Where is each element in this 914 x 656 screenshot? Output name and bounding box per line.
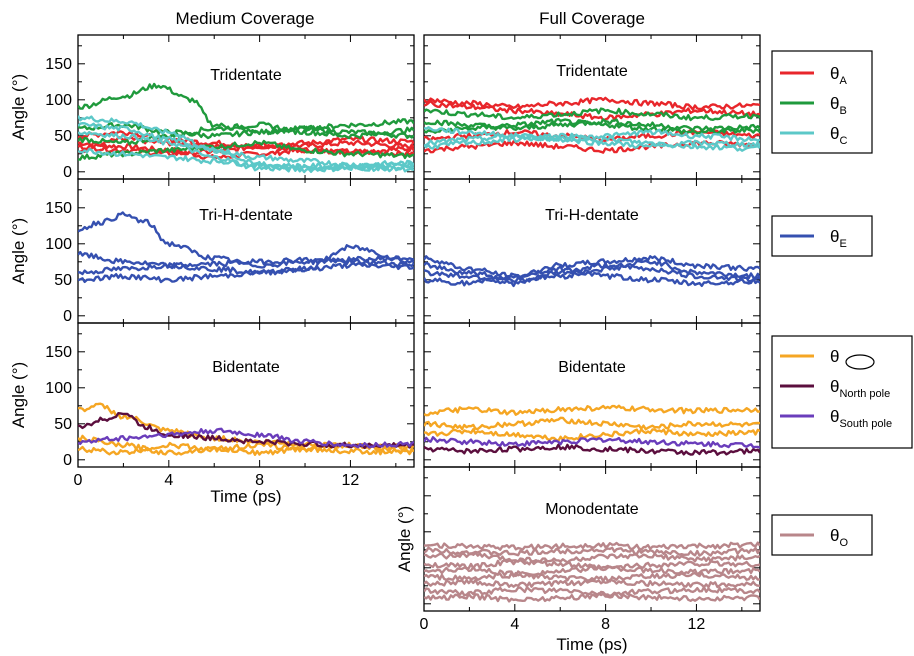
panel-title-med-bi: Bidentate xyxy=(212,359,280,376)
ticks-layer: 0 50 100 150 0 50 100 150 0 50 100 150 0 4 8 12 0 4 8 12 xyxy=(45,35,760,633)
series-line xyxy=(424,546,760,557)
y-tick-label: 100 xyxy=(45,236,72,253)
x-tick-label: 4 xyxy=(164,472,173,489)
series-line xyxy=(78,136,414,157)
y-tick-label: 150 xyxy=(45,344,72,361)
x-tick-label: 4 xyxy=(510,616,519,633)
panel-title-full-mono: Monodentate xyxy=(545,501,639,518)
ylabel-med-tri: Angle (°) xyxy=(9,74,28,140)
y-tick-label: 100 xyxy=(45,380,72,397)
series-line xyxy=(424,436,760,449)
series-line xyxy=(424,571,760,583)
ylabel-med-trih: Angle (°) xyxy=(9,218,28,284)
series-line xyxy=(424,117,760,135)
series-line xyxy=(424,265,760,287)
series-line xyxy=(78,121,414,146)
x-tick-label: 12 xyxy=(688,616,706,633)
series-line xyxy=(424,132,760,152)
legend-bidentate: θ θNorth pole θSouth pole xyxy=(771,335,913,449)
legend-theta-e: θE xyxy=(830,227,847,250)
x-tick-label: 12 xyxy=(342,472,360,489)
series-line xyxy=(78,441,414,456)
series-line xyxy=(78,262,414,276)
series-line xyxy=(78,402,414,450)
legend-tridentate: θA θB θC xyxy=(771,50,873,154)
x-tick-label: 8 xyxy=(601,616,610,633)
legend-theta-b: θB xyxy=(830,94,847,117)
series-line xyxy=(424,541,760,551)
x-tick-label: 0 xyxy=(420,616,429,633)
y-tick-label: 0 xyxy=(63,164,72,181)
series-line xyxy=(424,259,760,283)
series-line xyxy=(424,592,760,603)
series-line xyxy=(424,416,760,431)
series-line xyxy=(424,578,760,589)
panel-title-full-trih: Tri-H-dentate xyxy=(545,207,639,224)
ylabel-med-bi: Angle (°) xyxy=(9,362,28,428)
y-tick-label: 0 xyxy=(63,308,72,325)
series-line xyxy=(424,99,760,122)
panel-title-full-tri: Tridentate xyxy=(556,63,628,80)
legend-theta-a: θA xyxy=(830,64,847,87)
series-line xyxy=(424,262,760,288)
series-line xyxy=(424,133,760,149)
y-tick-label: 0 xyxy=(63,452,72,469)
ylabel-full-mono: Angle (°) xyxy=(395,506,414,572)
legend-trihdentate: θE xyxy=(771,215,873,257)
legend-theta-south: θSouth pole xyxy=(830,407,892,430)
series-line xyxy=(424,565,760,578)
panel-title-med-tri: Tridentate xyxy=(210,67,282,84)
series-line xyxy=(424,551,760,564)
data-layer xyxy=(78,82,760,603)
legend-theta-o: θO xyxy=(830,526,848,549)
panel-title-med-trih: Tri-H-dentate xyxy=(199,207,293,224)
y-tick-label: 150 xyxy=(45,56,72,73)
ellipse-icon xyxy=(845,354,875,370)
series-line xyxy=(78,427,414,449)
y-tick-label: 50 xyxy=(54,272,72,289)
series-line xyxy=(78,244,414,284)
series-line xyxy=(78,147,414,172)
legend-theta-c: θC xyxy=(830,124,847,147)
series-line xyxy=(424,96,760,111)
series-line xyxy=(424,585,760,598)
series-line xyxy=(78,250,414,269)
panel-frame-med-bi xyxy=(77,322,415,468)
panel-frame-full-trih xyxy=(423,178,761,324)
legend-monodentate: θO xyxy=(771,514,873,556)
x-tick-label: 8 xyxy=(255,472,264,489)
y-tick-label: 150 xyxy=(45,200,72,217)
legend-theta-ellipse: θ xyxy=(830,347,839,366)
column-title-medium: Medium Coverage xyxy=(176,9,315,28)
legend-theta-north: θNorth pole xyxy=(830,377,890,400)
series-line xyxy=(424,443,760,456)
series-line xyxy=(78,122,414,140)
series-line xyxy=(424,126,760,143)
panel-frame-full-mono xyxy=(423,466,761,612)
x-tick-label: 0 xyxy=(74,472,83,489)
y-tick-label: 100 xyxy=(45,92,72,109)
xlabel-medium: Time (ps) xyxy=(210,487,281,506)
panel-frame-med-trih xyxy=(77,178,415,324)
series-line xyxy=(424,428,760,442)
series-line xyxy=(424,107,760,122)
series-line xyxy=(424,404,760,417)
column-title-full: Full Coverage xyxy=(539,9,645,28)
y-tick-label: 50 xyxy=(54,416,72,433)
series-line xyxy=(78,434,414,456)
y-tick-label: 50 xyxy=(54,128,72,145)
xlabel-full: Time (ps) xyxy=(556,635,627,654)
series-line xyxy=(78,82,414,135)
panel-title-full-bi: Bidentate xyxy=(558,359,626,376)
